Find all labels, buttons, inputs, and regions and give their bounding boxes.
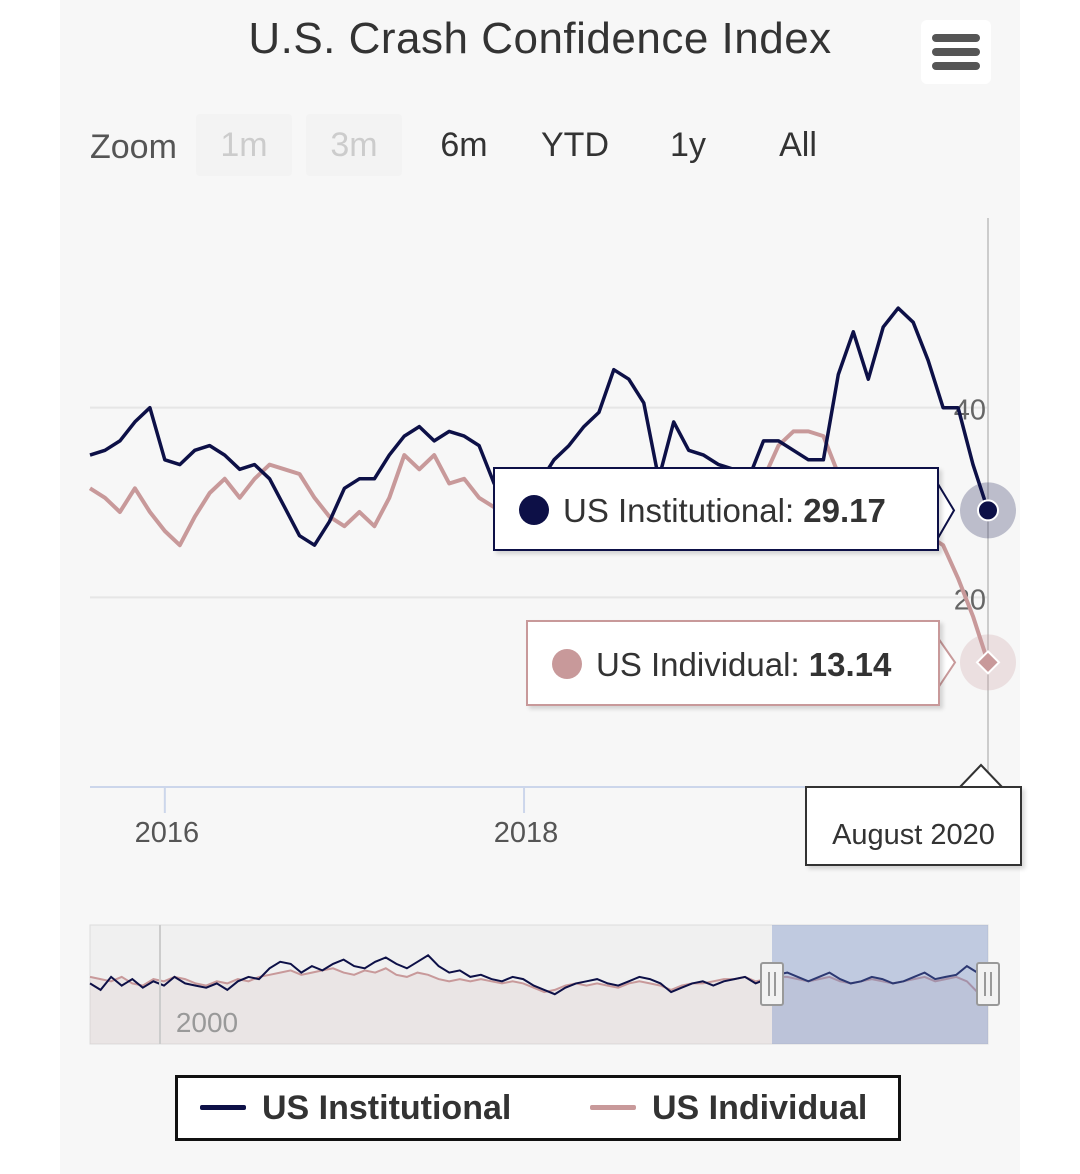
institutional-marker xyxy=(977,499,999,522)
tooltip-us-individual: US Individual: 13.14 xyxy=(526,620,940,706)
x-tick-label: 2016 xyxy=(135,817,200,849)
navigator-background xyxy=(89,924,989,1045)
legend-item-us-individual[interactable]: US Individual xyxy=(590,1078,867,1138)
legend-item-us-institutional[interactable]: US Institutional xyxy=(200,1078,511,1138)
navigator-year-label: 2000 xyxy=(176,1007,238,1038)
chart-title: U.S. Crash Confidence Index xyxy=(248,14,832,63)
series-dot-icon xyxy=(519,495,549,526)
zoom-label: Zoom xyxy=(90,128,177,166)
legend-line-icon xyxy=(590,1104,636,1110)
legend-line-icon xyxy=(200,1104,246,1110)
legend-label: US Individual xyxy=(652,1089,868,1127)
tooltip-date: August 2020 xyxy=(805,786,1022,866)
tooltip-individual-value: 13.14 xyxy=(808,646,892,683)
institutional-tooltip-pointer xyxy=(937,483,956,539)
x-tick-label: 2018 xyxy=(494,817,559,849)
navigator-right-handle xyxy=(976,962,1000,1006)
tooltip-individual-label: US Individual: xyxy=(596,646,800,683)
tooltip-institutional-label: US Institutional: xyxy=(563,492,795,529)
zoom-ytd-button[interactable]: YTD xyxy=(527,114,623,176)
tooltip-institutional-value: 29.17 xyxy=(803,492,886,529)
navigator-selection xyxy=(772,925,988,1044)
individual-marker xyxy=(975,649,1001,675)
y-gridlines xyxy=(90,406,988,599)
navigator-individual-line xyxy=(89,967,989,1002)
series-dot-icon xyxy=(552,649,582,680)
zoom-1y-button[interactable]: 1y xyxy=(640,114,736,176)
tooltip-us-institutional: US Institutional: 29.17 xyxy=(493,467,939,551)
individual-tooltip-pointer xyxy=(937,637,957,689)
hover-markers xyxy=(937,482,1016,691)
x-axis-ticks: 201620182020 xyxy=(135,787,917,849)
date-tooltip-pointer xyxy=(959,763,1003,788)
legend-label: US Institutional xyxy=(262,1089,512,1127)
zoom-1m-button[interactable]: 1m xyxy=(196,114,292,176)
chart-menu-button[interactable] xyxy=(921,20,991,84)
zoom-6m-button[interactable]: 6m xyxy=(416,114,512,176)
legend: US Institutional US Individual xyxy=(175,1075,901,1141)
zoom-3m-button[interactable]: 3m xyxy=(306,114,402,176)
navigator[interactable]: 2000 xyxy=(89,924,1000,1045)
zoom-all-button[interactable]: All xyxy=(750,114,846,176)
navigator-institutional-line xyxy=(89,954,989,996)
navigator-left-handle xyxy=(760,962,784,1006)
